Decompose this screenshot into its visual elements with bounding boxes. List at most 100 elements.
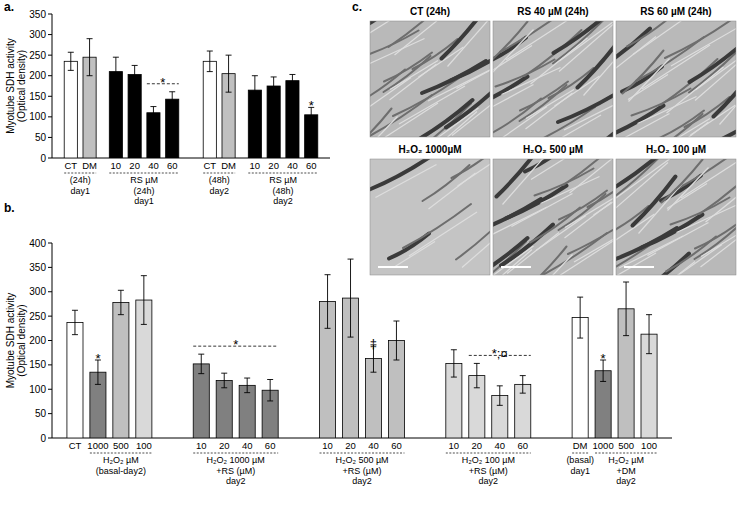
streaks	[370, 159, 490, 268]
myotube	[496, 60, 555, 87]
error-line	[327, 275, 328, 329]
error-line	[224, 373, 225, 388]
error-cap	[244, 378, 250, 379]
category-label: 10	[111, 160, 122, 171]
myotube	[665, 21, 731, 58]
category-label: 60	[517, 440, 528, 451]
group-underline	[90, 453, 152, 454]
error-cap	[325, 328, 331, 329]
group-underline	[572, 453, 588, 454]
error-cap	[623, 335, 629, 336]
myotube	[690, 42, 737, 82]
error-line	[70, 52, 71, 70]
error-cap	[113, 57, 119, 58]
error-bar	[169, 92, 175, 107]
error-cap	[520, 393, 526, 394]
category-label: 1000	[87, 440, 108, 451]
y-tick-label: 200	[29, 70, 46, 81]
error-cap	[198, 354, 204, 355]
myotube	[501, 225, 553, 266]
y-tick	[48, 413, 52, 414]
error-cap	[87, 75, 93, 76]
error-line	[209, 51, 210, 72]
streak	[662, 119, 710, 138]
image-background	[616, 21, 736, 137]
group-label: H₂O₂ 500 µM	[335, 455, 388, 465]
y-tick	[48, 267, 52, 268]
group-label: H₂O₂ 100 µM	[462, 455, 515, 465]
error-cap	[95, 384, 101, 385]
group-label: H₂O₂ µM	[608, 455, 644, 465]
myotube	[700, 168, 737, 214]
error-bar	[221, 373, 227, 388]
myotube	[370, 159, 431, 190]
error-cap	[577, 338, 583, 339]
myotube	[384, 53, 432, 82]
streak	[493, 207, 547, 239]
streaks	[370, 21, 490, 137]
group-label: RS µM	[130, 175, 158, 185]
error-bar	[132, 65, 138, 83]
error-bar	[520, 376, 526, 394]
myotube	[616, 159, 664, 191]
myotube	[633, 177, 676, 226]
error-bar	[623, 282, 629, 336]
error-bar	[497, 386, 503, 406]
error-cap	[252, 104, 258, 105]
error-bar	[150, 107, 156, 119]
bars	[67, 259, 657, 438]
error-cap	[497, 385, 503, 386]
y-tick-label: 0	[40, 433, 46, 444]
streak	[493, 246, 534, 275]
error-bar	[141, 276, 147, 325]
streak	[376, 165, 437, 198]
category-label: 20	[268, 160, 279, 171]
scale-bar	[624, 266, 654, 268]
image-frame	[493, 21, 613, 137]
bar	[203, 61, 216, 158]
streak	[565, 199, 613, 228]
y-tick	[48, 116, 52, 117]
error-cap	[623, 282, 629, 283]
streak	[564, 98, 613, 130]
myotube	[389, 21, 446, 47]
y-tick	[48, 438, 52, 439]
error-bar	[646, 315, 652, 354]
myotube	[656, 111, 704, 138]
bar	[113, 302, 129, 438]
image-frame	[616, 21, 736, 137]
micrograph	[584, 146, 737, 303]
y-tick	[48, 364, 52, 365]
group-label: day2	[273, 196, 293, 206]
category-label: 20	[345, 440, 356, 451]
significance-mark: *	[601, 351, 606, 366]
error-line	[350, 259, 351, 337]
myotube	[456, 213, 490, 260]
streak	[691, 105, 736, 135]
error-cap	[226, 92, 232, 93]
scale-bar	[501, 266, 531, 268]
group-underline	[109, 173, 179, 174]
error-cap	[221, 373, 227, 374]
error-bar	[474, 363, 480, 387]
y-tick-label: 50	[35, 132, 47, 143]
error-line	[522, 376, 523, 394]
error-cap	[289, 86, 295, 87]
image-label: RS 40 µM (24h)	[517, 6, 588, 17]
category-label: CT	[64, 160, 77, 171]
scale-bar	[378, 266, 408, 268]
streak	[588, 124, 613, 138]
micrograph	[472, 139, 640, 298]
error-line	[476, 363, 477, 387]
error-cap	[132, 83, 138, 84]
streak	[629, 59, 670, 102]
error-line	[74, 310, 75, 334]
streak	[370, 78, 411, 113]
group-label: (48h)	[273, 186, 294, 196]
group-label: H₂O₂ 1000 µM	[207, 455, 265, 465]
y-tick	[48, 137, 52, 138]
streak	[506, 21, 574, 60]
streak	[531, 159, 571, 180]
category-label: 60	[167, 160, 178, 171]
myotube	[413, 39, 458, 69]
